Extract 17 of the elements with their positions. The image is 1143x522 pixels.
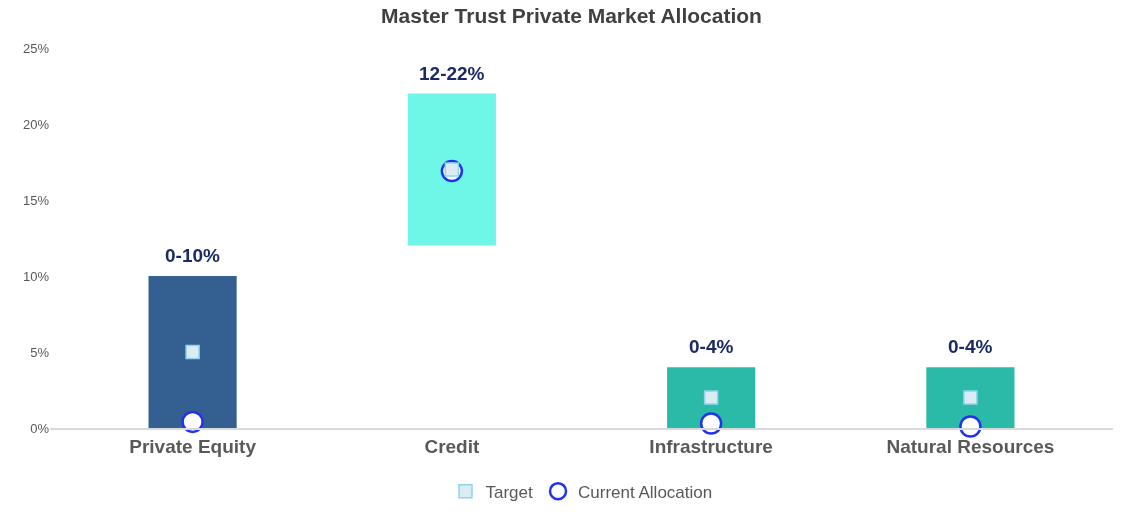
x-tick-label: Infrastructure xyxy=(649,435,773,457)
x-tick-label: Private Equity xyxy=(129,435,257,457)
y-tick-label: 0% xyxy=(30,420,50,436)
annotation: 0-10% xyxy=(165,245,221,266)
annotation: 12-22% xyxy=(419,63,485,84)
y-tick-label: 20% xyxy=(22,116,50,132)
x-tick-label: Natural Resources xyxy=(886,435,1055,457)
y-tick-label: 25% xyxy=(22,40,50,56)
legend-label: Target xyxy=(485,482,534,502)
y-tick-label: 10% xyxy=(22,268,50,284)
x-tick-label: Credit xyxy=(424,435,480,457)
chart-title: Master Trust Private Market Allocation xyxy=(381,3,762,27)
annotation: 0-4% xyxy=(689,336,734,357)
y-tick-label: 15% xyxy=(22,192,50,208)
annotation: 0-4% xyxy=(948,336,993,357)
legend-label: Current Allocation xyxy=(578,482,713,502)
y-tick-label: 5% xyxy=(30,344,50,360)
